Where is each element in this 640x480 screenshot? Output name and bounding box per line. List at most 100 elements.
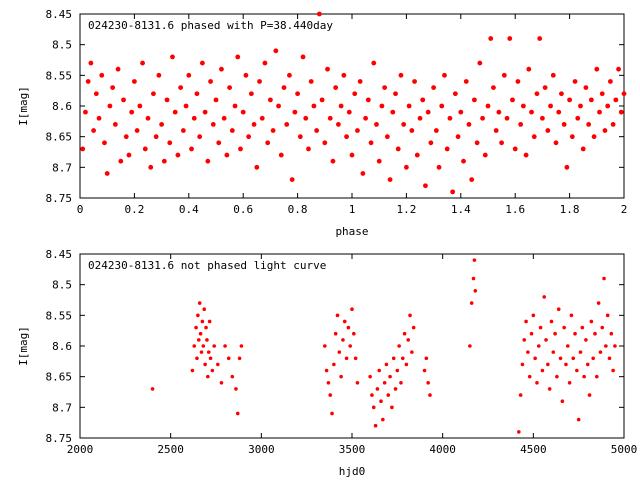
phased-data-point [151, 91, 156, 97]
phased-data-point [287, 72, 292, 78]
phased-data-point [276, 103, 281, 109]
unphased-data-point [540, 368, 545, 373]
phased-x-tick-label: 0.6 [233, 203, 253, 216]
phased-data-point [273, 48, 279, 54]
unphased-data-point [330, 411, 334, 416]
phased-data-point [270, 128, 276, 133]
phased-data-point [311, 103, 317, 109]
unphased-data-point [596, 301, 601, 305]
unphased-data-point [549, 319, 554, 324]
unphased-data-point [531, 313, 536, 318]
unphased-x-tick-label: 4000 [429, 443, 456, 456]
unphased-data-point [199, 350, 204, 354]
phased-data-point [327, 115, 333, 121]
unphased-data-point [576, 417, 581, 422]
phased-x-tick-label: 0.2 [124, 203, 144, 216]
unphased-plot-title: 024230-8131.6 not phased light curve [88, 259, 326, 272]
phased-data-point [200, 60, 205, 66]
unphased-data-points [150, 258, 617, 434]
phased-data-point [132, 79, 137, 84]
unphased-data-point [368, 374, 372, 379]
unphased-data-point [593, 331, 597, 336]
unphased-data-point [527, 374, 532, 379]
unphased-data-point [219, 381, 224, 385]
phased-data-point [238, 146, 243, 152]
phased-data-point [616, 66, 621, 72]
phased-data-point [578, 103, 583, 109]
phased-data-point [164, 97, 170, 103]
phased-data-point [529, 109, 534, 115]
phased-data-point [137, 103, 143, 109]
unphased-data-point [386, 393, 391, 397]
phased-data-point [178, 85, 184, 90]
unphased-data-point [408, 313, 412, 318]
phased-data-point [412, 79, 417, 84]
phased-data-point [512, 146, 518, 152]
phased-data-point [213, 97, 219, 103]
phased-data-point [553, 140, 559, 146]
phased-data-point [308, 79, 314, 84]
unphased-data-point [399, 381, 403, 385]
unphased-data-point [410, 350, 414, 354]
phased-data-point [251, 122, 257, 127]
unphased-data-point [533, 356, 537, 361]
phased-data-point [219, 66, 224, 72]
unphased-data-point [384, 362, 389, 367]
unphased-data-point [195, 356, 199, 361]
phased-y-tick-label: 8.55 [46, 69, 73, 82]
unphased-data-point [560, 399, 565, 404]
unphased-y-tick-label: 8.55 [46, 309, 73, 322]
phased-data-point [575, 115, 581, 121]
unphased-data-point [196, 313, 200, 318]
phased-data-point [439, 103, 445, 109]
phased-data-point [602, 128, 608, 133]
phased-data-point [85, 79, 91, 84]
phased-data-point [461, 158, 466, 164]
unphased-data-point [473, 289, 478, 293]
phased-data-point [374, 122, 379, 127]
unphased-data-point [428, 393, 432, 397]
unphased-data-point [469, 301, 474, 305]
unphased-data-point [526, 350, 530, 354]
phased-data-point [561, 122, 567, 127]
unphased-data-point [529, 331, 534, 336]
phased-data-point [433, 128, 439, 133]
phased-y-ticks: 8.45 8.5 8.55 8.6 8.65 8.7 8.75 [46, 8, 624, 205]
phased-x-tick-label: 1.6 [505, 203, 525, 216]
unphased-data-point [206, 374, 210, 379]
unphased-y-tick-label: 8.6 [52, 340, 72, 353]
unphased-y-tick-label: 8.5 [52, 279, 72, 292]
unphased-data-point [535, 381, 539, 385]
phased-data-point [352, 91, 358, 97]
unphased-data-point [595, 374, 599, 379]
unphased-data-point [536, 344, 541, 348]
phased-data-point [202, 109, 208, 115]
phased-x-tick-label: 0 [77, 203, 84, 216]
unphased-data-point [205, 338, 209, 342]
unphased-data-point [328, 393, 333, 397]
phased-data-point [409, 128, 415, 133]
phased-data-point [474, 140, 480, 146]
unphased-data-point [426, 381, 430, 385]
phased-data-point [384, 134, 390, 140]
unphased-data-point [377, 368, 382, 373]
unphased-data-point [605, 313, 610, 318]
unphased-data-point [600, 325, 605, 330]
phased-data-point [390, 109, 396, 115]
phased-data-point [379, 103, 385, 109]
phased-data-point [510, 97, 515, 103]
unphased-data-point [524, 319, 528, 324]
phased-data-point [493, 128, 499, 133]
phased-data-point [319, 97, 325, 103]
phased-x-axis-label: phase [335, 225, 368, 238]
unphased-data-point [382, 381, 387, 385]
phased-data-point [83, 109, 88, 115]
phased-data-point [458, 109, 464, 115]
phased-data-point [393, 91, 398, 97]
unphased-data-point [234, 387, 238, 391]
phased-y-tick-label: 8.5 [52, 39, 72, 52]
phased-data-point [398, 72, 404, 78]
phased-data-point [205, 158, 211, 164]
phased-data-point [229, 128, 235, 133]
unphased-data-point [400, 356, 405, 361]
